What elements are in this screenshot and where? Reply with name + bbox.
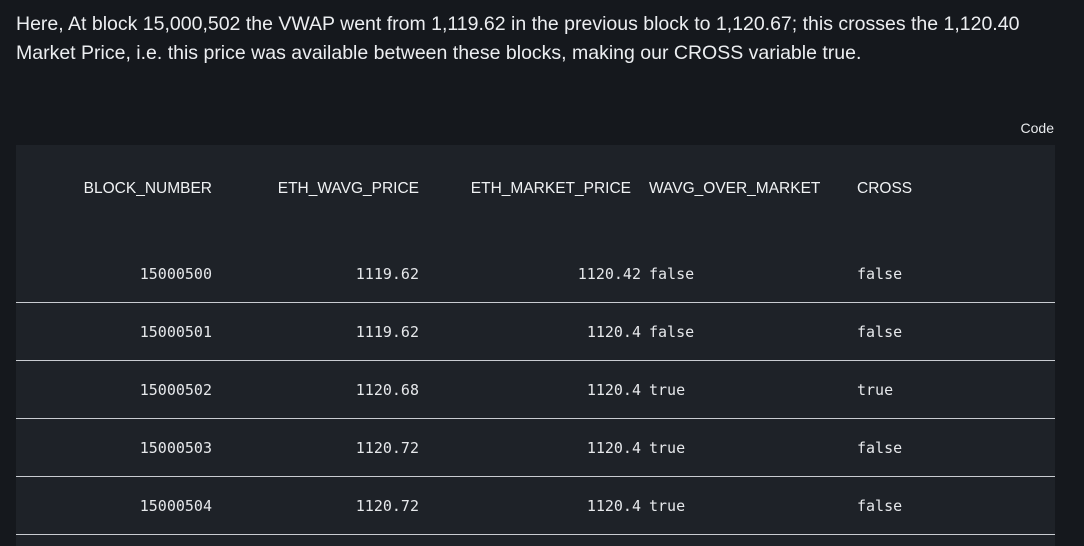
cell-cross: false bbox=[857, 418, 1055, 477]
cell-eth-wavg-price: 1119.62 bbox=[230, 245, 437, 303]
cell-wavg-over-market: false bbox=[649, 245, 857, 303]
cell-block-number: 15000500 bbox=[16, 245, 230, 303]
cell-cross: false bbox=[857, 476, 1055, 535]
results-table: BLOCK_NUMBER ETH_WAVG_PRICE ETH_MARKET_P… bbox=[16, 145, 1055, 535]
cell-cross: false bbox=[857, 245, 1055, 303]
cell-block-number: 15000504 bbox=[16, 476, 230, 535]
explanation-paragraph: Here, At block 15,000,502 the VWAP went … bbox=[16, 13, 1020, 64]
cell-cross: true bbox=[857, 360, 1055, 419]
table-row: 15000503 1120.72 1120.4 true false bbox=[16, 418, 1055, 477]
cell-eth-wavg-price: 1119.62 bbox=[230, 302, 437, 361]
cell-eth-wavg-price: 1120.72 bbox=[230, 476, 437, 535]
table-row: 15000501 1119.62 1120.4 false false bbox=[16, 302, 1055, 361]
cell-eth-wavg-price: 1120.68 bbox=[230, 360, 437, 419]
cell-wavg-over-market: true bbox=[649, 476, 857, 535]
cell-block-number: 15000503 bbox=[16, 418, 230, 477]
table-row: 15000500 1119.62 1120.42 false false bbox=[16, 245, 1055, 303]
table-header-row: BLOCK_NUMBER ETH_WAVG_PRICE ETH_MARKET_P… bbox=[16, 145, 1055, 245]
cell-wavg-over-market: true bbox=[649, 418, 857, 477]
column-header-wavg-over-market: WAVG_OVER_MARKET bbox=[649, 180, 821, 197]
table-row: 15000502 1120.68 1120.4 true true bbox=[16, 360, 1055, 419]
cell-eth-market-price: 1120.4 bbox=[437, 418, 649, 477]
cell-wavg-over-market: true bbox=[649, 360, 857, 419]
results-table-container: BLOCK_NUMBER ETH_WAVG_PRICE ETH_MARKET_P… bbox=[16, 145, 1055, 546]
column-header-eth-market-price: ETH_MARKET_PRICE bbox=[470, 180, 631, 197]
column-header-block-number: BLOCK_NUMBER bbox=[83, 180, 212, 197]
table-row: 15000504 1120.72 1120.4 true false bbox=[16, 476, 1055, 535]
cell-eth-market-price: 1120.4 bbox=[437, 302, 649, 361]
cell-eth-wavg-price: 1120.72 bbox=[230, 418, 437, 477]
cell-wavg-over-market: false bbox=[649, 302, 857, 361]
column-header-cross: CROSS bbox=[857, 180, 913, 197]
cell-block-number: 15000502 bbox=[16, 360, 230, 419]
cell-cross: false bbox=[857, 302, 1055, 361]
cell-block-number: 15000501 bbox=[16, 302, 230, 361]
column-header-eth-wavg-price: ETH_WAVG_PRICE bbox=[277, 180, 419, 197]
cell-eth-market-price: 1120.4 bbox=[437, 360, 649, 419]
cell-eth-market-price: 1120.4 bbox=[437, 476, 649, 535]
code-toggle-link[interactable]: Code bbox=[1020, 120, 1054, 136]
cell-eth-market-price: 1120.42 bbox=[437, 245, 649, 303]
